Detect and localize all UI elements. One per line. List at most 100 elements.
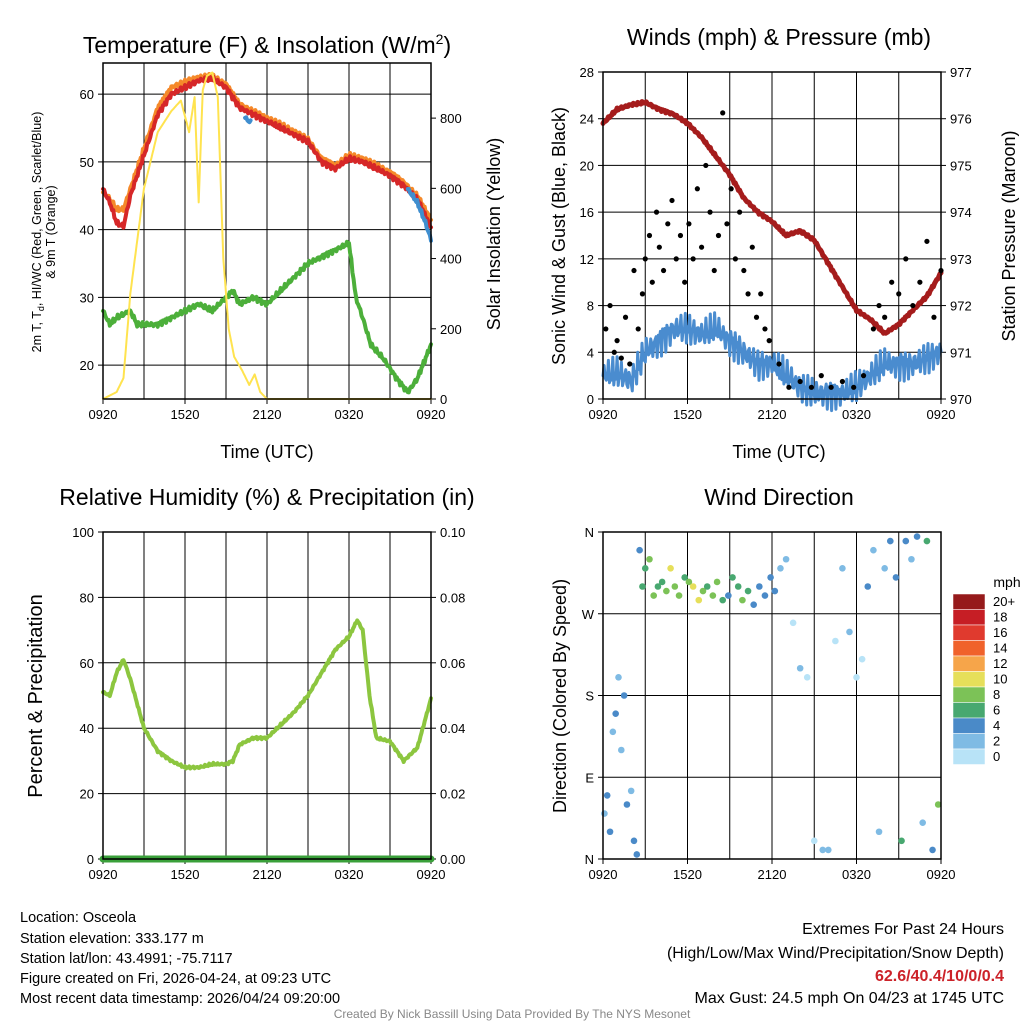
y-tick-label: N xyxy=(585,852,594,867)
direction-point xyxy=(606,828,614,836)
direction-point xyxy=(689,583,697,590)
direction-point xyxy=(641,565,649,572)
y2-tick-label: 976 xyxy=(950,112,972,127)
gust-point xyxy=(860,373,867,379)
direction-point xyxy=(681,574,688,581)
y-tick-label: 20 xyxy=(80,358,94,373)
x-tick-label: 0920 xyxy=(417,407,446,422)
direction-point xyxy=(663,587,670,595)
direction-point xyxy=(929,846,936,854)
gust-point xyxy=(669,197,675,204)
colorbar-label: 16 xyxy=(993,625,1007,640)
direction-point xyxy=(713,578,721,586)
gust-point xyxy=(703,162,709,169)
gust-point xyxy=(603,326,609,332)
gust-point xyxy=(677,232,684,239)
gust-point xyxy=(690,256,696,262)
direction-point xyxy=(796,664,804,672)
direction-point xyxy=(810,837,818,845)
x-tick-label: 2120 xyxy=(253,867,282,882)
y-tick-label: 4 xyxy=(587,345,594,360)
direction-point xyxy=(771,587,779,595)
gust-point xyxy=(707,209,713,215)
direction-point xyxy=(739,596,746,604)
y-tick-label: 60 xyxy=(80,87,94,102)
gust-point xyxy=(665,221,671,227)
credit-text: Created By Nick Bassill Using Data Provi… xyxy=(334,1007,691,1021)
direction-point xyxy=(767,574,774,581)
y2-tick-label: 972 xyxy=(950,299,972,314)
direction-point xyxy=(913,533,921,540)
x-tick-label: 0320 xyxy=(335,867,364,882)
direction-point xyxy=(902,537,910,545)
y2-tick-label: 973 xyxy=(950,252,972,267)
gust-point xyxy=(660,267,667,274)
direction-point xyxy=(703,583,711,590)
gust-point xyxy=(711,267,717,274)
gust-point xyxy=(749,244,755,250)
direction-point xyxy=(729,574,736,581)
y-tick-label: 40 xyxy=(80,721,94,736)
colorbar-swatch xyxy=(952,702,986,719)
x-tick-label: 2120 xyxy=(758,407,787,422)
plot-border xyxy=(602,71,942,400)
y-tick-label: 0 xyxy=(87,852,94,867)
direction-point xyxy=(719,596,727,604)
colorbar-label: 8 xyxy=(993,687,1000,702)
dewpoint-line xyxy=(101,239,433,395)
direction-point xyxy=(618,746,625,754)
gust-point xyxy=(728,186,734,192)
gust-point xyxy=(686,221,692,227)
direction-point xyxy=(734,583,742,590)
plot-border xyxy=(602,531,942,860)
gust-point xyxy=(889,279,895,285)
plot-border xyxy=(102,531,432,860)
direction-point xyxy=(908,555,915,563)
gust-point xyxy=(656,244,662,250)
direction-point xyxy=(853,674,860,681)
gust-point xyxy=(882,314,888,320)
x-tick-label: 0320 xyxy=(335,407,364,422)
direction-point xyxy=(630,837,638,845)
x-tick-label: 1520 xyxy=(171,867,200,882)
y2-tick-label: 600 xyxy=(440,181,462,196)
gust-point xyxy=(828,384,834,390)
y-tick-label: 28 xyxy=(580,65,594,80)
gust-point xyxy=(698,244,705,250)
extremes-title: Extremes For Past 24 Hours xyxy=(802,921,1004,938)
plot-border xyxy=(102,62,432,400)
direction-point xyxy=(685,578,693,586)
direction-point xyxy=(803,674,811,681)
gust-point xyxy=(766,338,772,344)
temp-ylabel-2: & 9m T (Orange) xyxy=(44,185,58,278)
gust-point xyxy=(631,267,637,274)
y-tick-label: W xyxy=(582,607,595,622)
gust-point xyxy=(839,378,846,385)
rh-ylabel: Percent & Precipitation xyxy=(25,594,47,797)
direction-point xyxy=(887,537,894,545)
x-tick-label: 1520 xyxy=(673,407,702,422)
gust-point xyxy=(673,256,679,262)
gust-point xyxy=(903,256,909,262)
colorbar-label: 4 xyxy=(993,718,1000,733)
direction-point xyxy=(875,828,883,836)
direction-point xyxy=(756,583,763,590)
direction-point xyxy=(881,565,888,572)
y2-tick-label: 0 xyxy=(440,392,447,407)
gust-point xyxy=(797,378,803,385)
gust-point xyxy=(776,361,782,367)
y-tick-label: N xyxy=(585,525,594,540)
colorbar-label: 20+ xyxy=(993,594,1015,609)
direction-point xyxy=(654,583,662,590)
direction-point xyxy=(667,565,674,572)
direction-point xyxy=(819,846,826,854)
gust-point xyxy=(745,291,751,297)
y2-tick-label: 0.10 xyxy=(440,525,465,540)
direction-point xyxy=(650,592,657,599)
y-tick-label: 24 xyxy=(580,112,594,127)
y-tick-label: 0 xyxy=(587,392,594,407)
y-tick-label: 50 xyxy=(80,155,94,170)
y2-tick-label: 975 xyxy=(950,158,972,173)
direction-point xyxy=(761,592,769,599)
